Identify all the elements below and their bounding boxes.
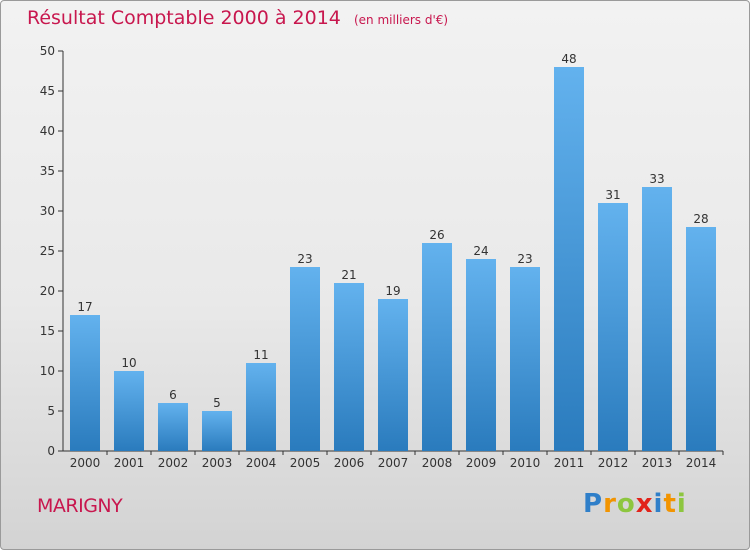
y-tick-label: 30	[40, 204, 55, 218]
bar-value-label: 6	[169, 388, 177, 402]
logo-letter: x	[635, 489, 654, 519]
y-axis: 0 5 10 15 20 25 30 35 40 45 50	[40, 44, 64, 458]
x-tick-label: 2003	[202, 456, 233, 470]
y-tick-label: 10	[40, 364, 55, 378]
x-tick-label: 2013	[642, 456, 673, 470]
bar	[510, 267, 540, 451]
bar-value-label: 24	[473, 244, 488, 258]
bar-value-label: 23	[297, 252, 312, 266]
x-tick-label: 2011	[554, 456, 585, 470]
bar-value-label: 31	[605, 188, 620, 202]
bar-value-label: 23	[517, 252, 532, 266]
bar-value-label: 11	[253, 348, 268, 362]
x-axis: 2000 2001 2002 2003 2004 2005 2006 2007 2008 2009…	[63, 450, 724, 470]
x-tick-label: 2010	[510, 456, 541, 470]
logo-letter: P	[583, 489, 604, 519]
y-tick-label: 20	[40, 284, 55, 298]
bar	[642, 187, 672, 451]
bar	[378, 299, 408, 451]
y-tick-label: 35	[40, 164, 55, 178]
x-tick-label: 2014	[686, 456, 717, 470]
logo-letter: i	[653, 489, 664, 519]
y-tick-label: 40	[40, 124, 55, 138]
y-tick-label: 0	[47, 444, 55, 458]
x-tick-label: 2012	[598, 456, 629, 470]
y-tick-label: 25	[40, 244, 55, 258]
bar	[158, 403, 188, 451]
bar-value-label: 26	[429, 228, 444, 242]
y-tick-label: 50	[40, 44, 55, 58]
bar	[202, 411, 232, 451]
bars-group: 17 10 6 5 11 23 21 19 26 24 23 48 31 33 28	[70, 52, 716, 451]
bar-value-label: 10	[121, 356, 136, 370]
x-tick-label: 2005	[290, 456, 321, 470]
bar-value-label: 33	[649, 172, 664, 186]
x-tick-label: 2001	[114, 456, 145, 470]
logo-letter: o	[616, 489, 636, 519]
bar-value-label: 21	[341, 268, 356, 282]
bar	[466, 259, 496, 451]
x-tick-label: 2006	[334, 456, 365, 470]
bar-value-label: 19	[385, 284, 400, 298]
logo-letter: i	[676, 489, 687, 519]
bar	[598, 203, 628, 451]
bar-value-label: 17	[77, 300, 92, 314]
bar	[70, 315, 100, 451]
proxiti-logo: Proxiti	[583, 489, 687, 519]
bar-value-label: 5	[213, 396, 221, 410]
chart-title: Résultat Comptable 2000 à 2014 (en milli…	[27, 7, 448, 29]
x-tick-label: 2008	[422, 456, 453, 470]
bar	[554, 67, 584, 451]
commune-name: MARIGNY	[37, 495, 123, 517]
chart-title-main: Résultat Comptable 2000 à 2014	[27, 7, 341, 29]
x-tick-label: 2004	[246, 456, 277, 470]
y-tick-label: 15	[40, 324, 55, 338]
x-tick-label: 2000	[70, 456, 101, 470]
chart-title-unit: (en milliers d'€)	[353, 13, 449, 27]
bar-value-label: 28	[693, 212, 708, 226]
bar-value-label: 48	[561, 52, 576, 66]
x-tick-label: 2002	[158, 456, 189, 470]
logo-letter: t	[663, 489, 677, 519]
bar	[290, 267, 320, 451]
y-tick-label: 5	[47, 404, 55, 418]
bar	[114, 371, 144, 451]
y-tick-label: 45	[40, 84, 55, 98]
x-tick-label: 2007	[378, 456, 409, 470]
x-tick-label: 2009	[466, 456, 497, 470]
bar	[246, 363, 276, 451]
bar	[334, 283, 364, 451]
bar	[686, 227, 716, 451]
bar	[422, 243, 452, 451]
logo-letter: r	[603, 489, 617, 519]
